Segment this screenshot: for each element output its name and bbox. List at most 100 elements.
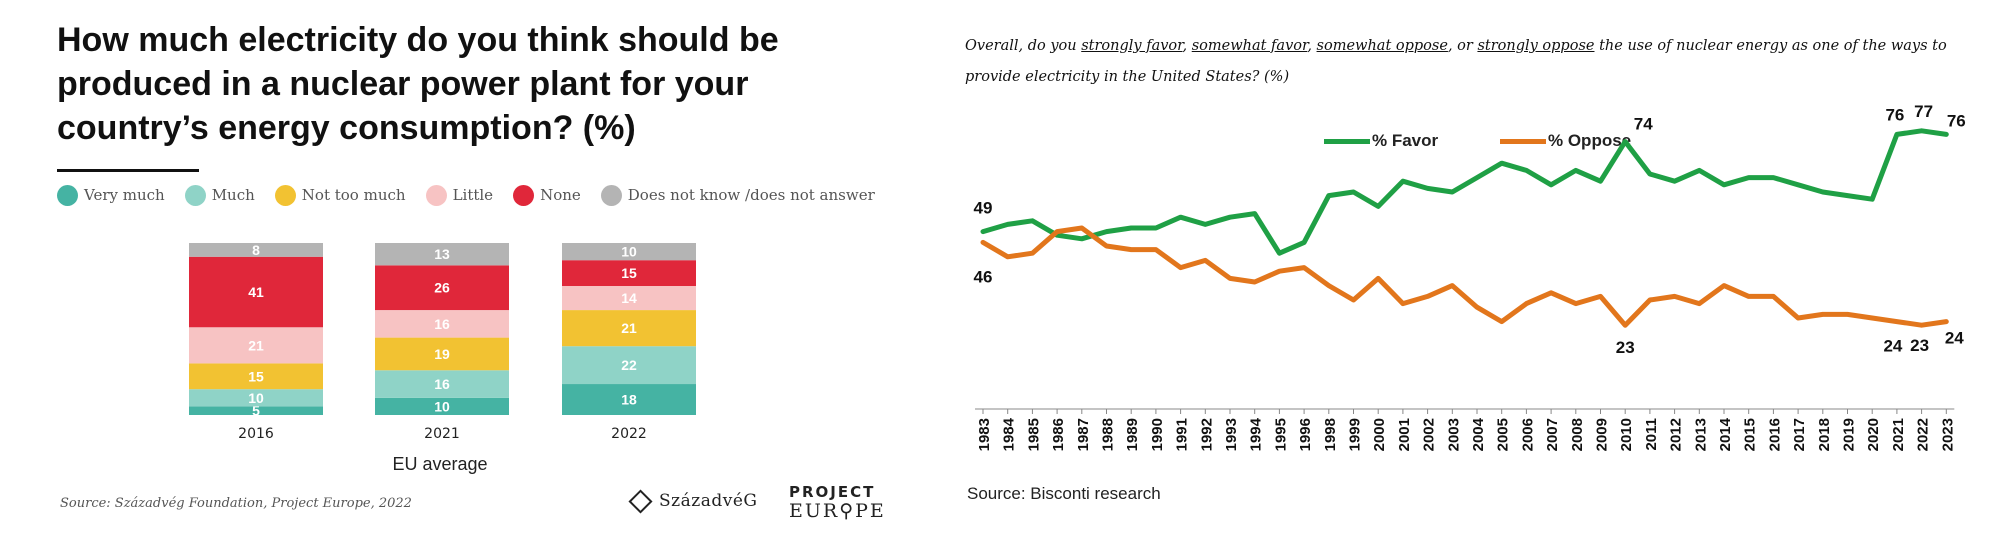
- bar-segment: [375, 370, 509, 398]
- x-tick-label: 1995: [1272, 418, 1289, 451]
- x-tick-label: 1994: [1248, 417, 1265, 451]
- legend-dot: [513, 184, 535, 206]
- x-tick-label: 2018: [1816, 418, 1833, 451]
- szazadveg-logo: SzázadvéG: [628, 488, 757, 514]
- bar-segment: [375, 243, 509, 266]
- bar-segment: [562, 243, 696, 261]
- bar-segment: [375, 337, 509, 371]
- x-tick-label: 2017: [1791, 418, 1808, 451]
- data-label: 23: [1910, 336, 1929, 355]
- x-tick-label: 1996: [1297, 418, 1314, 451]
- x-tick-label: 1988: [1100, 418, 1117, 451]
- x-tick-label: 2020: [1865, 418, 1882, 451]
- x-tick-label: 1986: [1050, 418, 1067, 451]
- legend-dot: [184, 184, 206, 206]
- question-text: ,: [1182, 38, 1192, 54]
- title-underline: [57, 169, 199, 172]
- data-label: 49: [974, 199, 993, 218]
- legend-dot: [274, 184, 296, 206]
- bar-value-label: 10: [248, 390, 264, 406]
- x-tick-label: 2013: [1692, 418, 1709, 451]
- legend-label: Little: [452, 186, 494, 204]
- bar-value-label: 13: [434, 246, 450, 262]
- legend-dot: [57, 184, 78, 206]
- x-tick-label: 2011: [1643, 418, 1660, 451]
- bar-segment: [375, 310, 509, 338]
- data-label: 24: [1945, 329, 1964, 348]
- question-option-somewhat-oppose: somewhat oppose: [1316, 38, 1448, 54]
- bar-value-label: 18: [621, 392, 637, 408]
- legend-dot: [600, 184, 622, 206]
- data-label: 23: [1616, 338, 1635, 357]
- x-tick-label: 1998: [1322, 418, 1339, 451]
- x-tick-label: 1999: [1347, 418, 1364, 451]
- x-tick-label: 1991: [1174, 418, 1191, 451]
- legend-label: Much: [211, 186, 255, 204]
- project-europe-logo: PROJECT EUR⚲PE: [789, 483, 886, 521]
- question-option-strongly-oppose: strongly oppose: [1477, 38, 1595, 54]
- data-label: 46: [974, 267, 993, 286]
- bar-segment: [562, 260, 696, 286]
- bar-value-label: 8: [252, 242, 260, 258]
- legend-item: Does not know /does not answer: [600, 184, 875, 206]
- data-label: 76: [1947, 111, 1966, 130]
- bar-value-label: 19: [434, 346, 450, 362]
- question-text: , or: [1447, 38, 1478, 54]
- legend-item: None: [513, 184, 581, 206]
- bar-value-label: 15: [248, 368, 264, 384]
- left-source: Source: Századvég Foundation, Project Eu…: [60, 496, 412, 511]
- favor-legend-swatch: [1324, 138, 1370, 144]
- legend-item: Not too much: [274, 184, 406, 206]
- x-tick-label: 2000: [1371, 418, 1388, 451]
- x-tick-label: 2021: [1890, 418, 1907, 451]
- x-tick-label: 1983: [976, 418, 993, 451]
- bar-value-label: 14: [621, 290, 637, 306]
- x-tick-label: 2008: [1569, 418, 1586, 451]
- x-tick-label: 1987: [1075, 418, 1092, 451]
- legend-favor: % Favor: [1324, 131, 1438, 151]
- x-tick-label: 2023: [1939, 418, 1956, 451]
- legend-item: Much: [184, 184, 255, 206]
- x-tick-label: 2004: [1470, 417, 1487, 451]
- question-option-somewhat-favor: somewhat favor: [1191, 38, 1308, 54]
- bar-value-label: 41: [248, 284, 264, 300]
- bar-segment: [189, 389, 323, 407]
- bar-segment: [562, 384, 696, 415]
- bar-value-label: 5: [252, 403, 260, 419]
- legend-item: Little: [425, 184, 494, 206]
- bar-segment: [562, 346, 696, 385]
- x-tick-label: 1985: [1025, 418, 1042, 451]
- x-tick-label: 2014: [1717, 417, 1734, 451]
- category-label: 2016: [238, 426, 274, 442]
- bar-segment: [375, 397, 509, 415]
- bar-segment: [562, 286, 696, 311]
- bar-value-label: 26: [434, 280, 450, 296]
- x-tick-label: 2019: [1841, 418, 1858, 451]
- bar-value-label: 10: [621, 244, 637, 260]
- x-tick-label: 2003: [1445, 418, 1462, 451]
- oppose-legend-swatch: [1500, 138, 1546, 144]
- legend-item: Very much: [57, 184, 165, 206]
- x-axis-title: EU average: [392, 454, 487, 474]
- left-chart-title: How much electricity do you think should…: [57, 21, 779, 147]
- category-label: 2022: [611, 426, 647, 442]
- x-tick-label: 1989: [1124, 418, 1141, 451]
- project-logo-line1: PROJECT: [789, 483, 876, 501]
- legend-dot: [425, 184, 447, 206]
- x-tick-label: 1990: [1149, 418, 1166, 451]
- bar-segment: [189, 256, 323, 328]
- series-line: [980, 128, 1949, 256]
- bar-value-label: 16: [434, 316, 450, 332]
- bar-value-label: 16: [434, 376, 450, 392]
- data-label: 24: [1883, 337, 1902, 356]
- x-tick-label: 2022: [1915, 418, 1932, 451]
- x-tick-label: 2006: [1519, 418, 1536, 451]
- bar-segment: [189, 327, 323, 364]
- x-tick-label: 2009: [1594, 418, 1611, 451]
- left-legend: Very much Much Not too much Little None Does …: [57, 180, 895, 210]
- question-option-strongly-favor: strongly favor: [1081, 38, 1183, 54]
- x-tick-label: 2007: [1544, 418, 1561, 451]
- bar-segment: [189, 363, 323, 390]
- x-tick-label: 2002: [1421, 418, 1438, 451]
